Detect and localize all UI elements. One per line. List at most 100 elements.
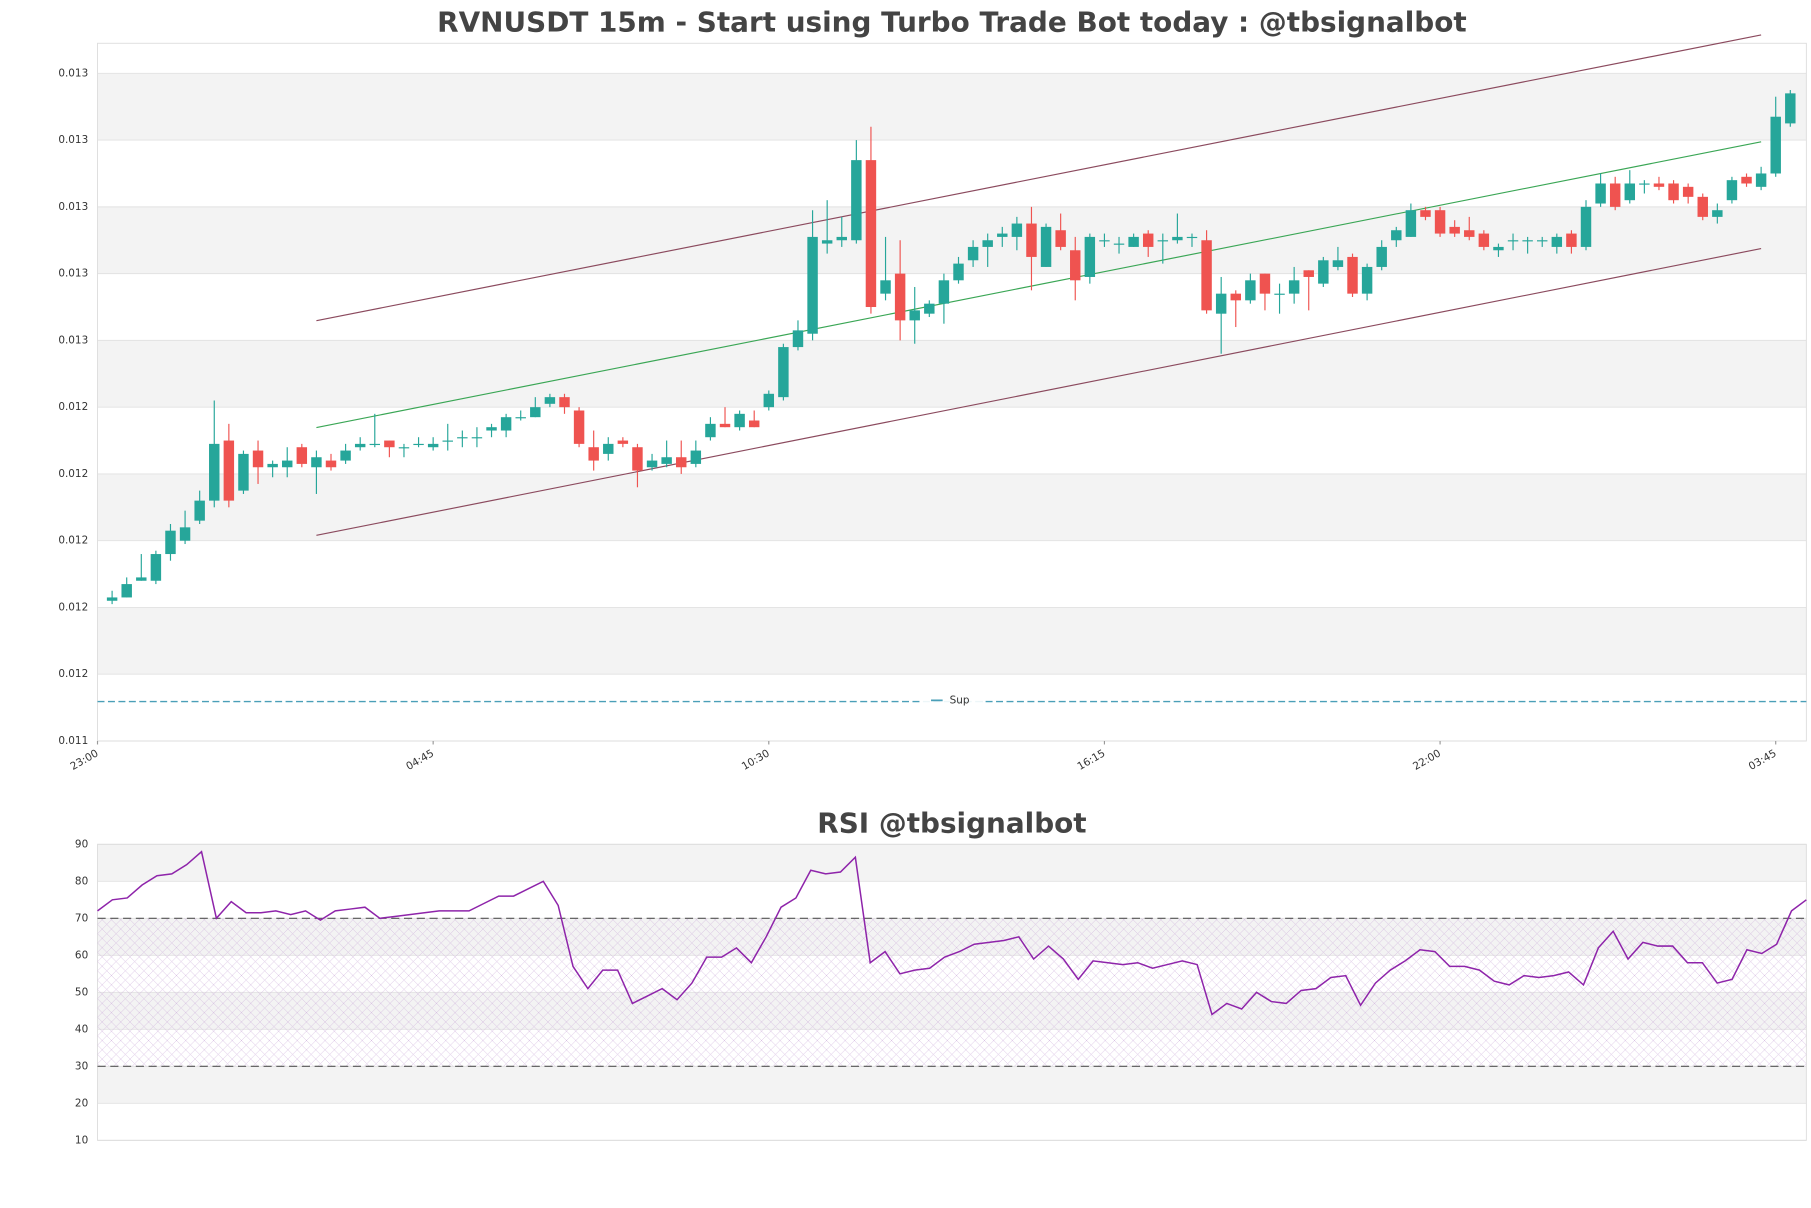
candle-body [1464, 230, 1475, 237]
candle-body [894, 273, 906, 321]
candle-body [953, 263, 964, 281]
candle-body [398, 447, 410, 449]
candle-body [836, 236, 847, 241]
y-tick-label: 60 [75, 949, 88, 961]
candle-body [661, 457, 672, 464]
candle-body [617, 440, 629, 444]
x-tick-label: 23:00 [68, 747, 100, 772]
candle-body [982, 240, 993, 247]
candle-body [719, 423, 731, 428]
candle-body [1172, 236, 1183, 241]
candle-body [471, 437, 483, 439]
candle-body [880, 280, 891, 294]
grid-band [97, 340, 1807, 408]
candle-body [1785, 93, 1796, 124]
grid-band [97, 473, 1807, 541]
candle-body [1755, 173, 1767, 187]
candle-body [1376, 246, 1387, 267]
candle-body [924, 303, 935, 314]
candle-body [938, 280, 950, 304]
candle-body [427, 443, 439, 448]
candle-body [486, 427, 497, 431]
y-tick-label: 0.013 [58, 67, 88, 79]
y-tick-label: 0.013 [58, 268, 88, 280]
y-tick-label: 80 [75, 875, 88, 887]
grid-band [97, 1066, 1807, 1104]
candle-body [1682, 186, 1694, 197]
candle-body [1011, 223, 1023, 237]
candle-body [311, 457, 322, 468]
x-tick-label: 04:45 [404, 747, 436, 772]
candle-body [1391, 230, 1402, 241]
candle-body [1741, 176, 1752, 184]
candle-body [1434, 210, 1446, 234]
candle-body [997, 233, 1008, 237]
candle-body [282, 460, 293, 468]
x-tick-label: 16:15 [1075, 747, 1107, 772]
candle-body [1726, 180, 1738, 201]
candle-body [1595, 183, 1606, 204]
candle-body [106, 597, 118, 601]
y-tick-label: 0.012 [58, 468, 88, 480]
grid-band [97, 206, 1807, 274]
candle-body [734, 413, 745, 428]
candle-body [252, 450, 264, 468]
candle-body [384, 440, 395, 448]
legend-label: Sup [950, 694, 970, 706]
y-tick-label: 0.013 [58, 334, 88, 346]
rsi-band [97, 918, 1807, 1067]
candle-body [1566, 233, 1577, 247]
channel-line [316, 141, 1762, 429]
y-tick-label: 90 [75, 838, 88, 850]
candle-body [1186, 236, 1198, 239]
candle-body [530, 407, 541, 418]
candle-body [1084, 236, 1096, 277]
candle-body [1259, 273, 1271, 294]
channel-line [316, 248, 1762, 536]
x-tick-label: 03:45 [1747, 747, 1779, 772]
candle-body [1668, 183, 1679, 201]
candle-body [1318, 260, 1329, 284]
y-tick-label: 0.012 [58, 401, 88, 413]
y-tick-label: 0.012 [58, 668, 88, 680]
candle-body [515, 417, 526, 419]
y-tick-label: 30 [75, 1060, 88, 1072]
grid-band [97, 73, 1807, 141]
candle-body [1026, 223, 1037, 257]
candle-body [1201, 240, 1212, 311]
candle-body [1070, 250, 1081, 281]
candle-body [500, 417, 512, 431]
candle-body [1536, 240, 1548, 242]
candle-body [1522, 240, 1533, 242]
y-tick-label: 0.013 [58, 134, 88, 146]
candle-body [194, 500, 205, 521]
candle-body [1770, 116, 1781, 174]
candle-body [1040, 226, 1052, 267]
candle-body [1449, 226, 1460, 234]
rsi-line [97, 850, 1807, 1016]
y-tick-label: 40 [75, 1023, 88, 1035]
candle-body [1113, 243, 1125, 245]
candle-body [1639, 183, 1650, 185]
candle-body [821, 240, 833, 244]
candle-body [1215, 293, 1227, 314]
candle-body [1230, 293, 1241, 301]
candle-body [1405, 210, 1417, 237]
candle-body [1157, 240, 1169, 242]
candle-body [1142, 233, 1154, 247]
candle-body [1245, 280, 1256, 301]
candle-body [325, 460, 337, 468]
candle-body [1609, 183, 1621, 207]
candle-body [573, 410, 585, 444]
candle-body [369, 443, 381, 446]
candle-body [1303, 270, 1314, 277]
candle-body [1507, 240, 1519, 242]
candle-body [1493, 246, 1504, 251]
candle-body [1099, 240, 1110, 242]
candle-body [588, 447, 599, 461]
candle-body [807, 236, 818, 334]
candle-body [1347, 256, 1358, 294]
candle-body [1551, 236, 1563, 247]
